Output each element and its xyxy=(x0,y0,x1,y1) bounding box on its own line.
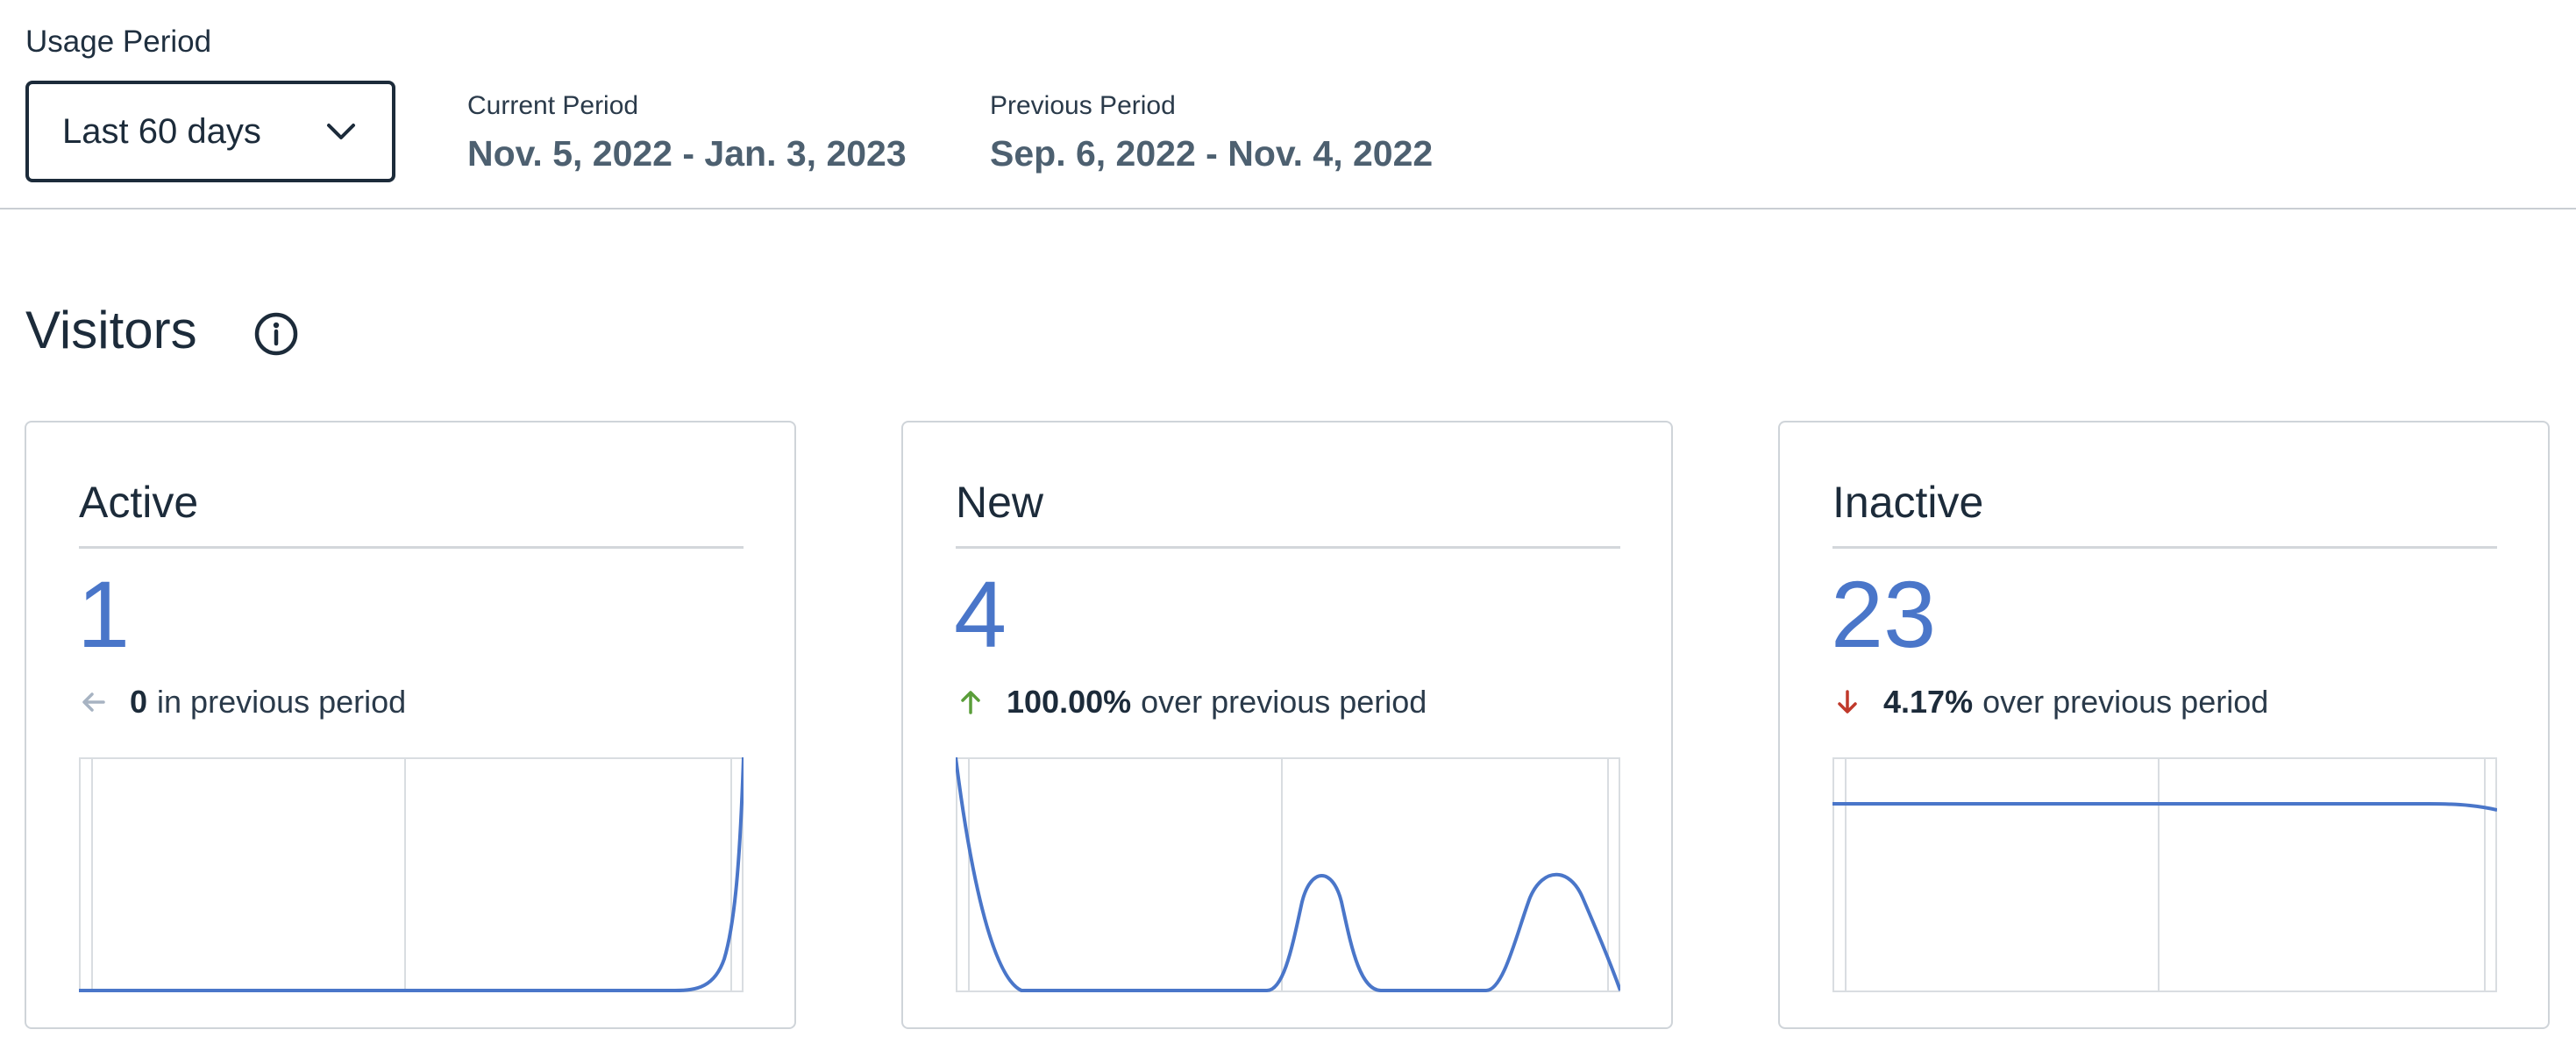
sparkline-line xyxy=(956,757,1620,992)
card-new: New 4 100.00% over previous period xyxy=(901,421,1673,1029)
usage-period-selected-value: Last 60 days xyxy=(62,111,261,151)
previous-period: Previous Period Sep. 6, 2022 - Nov. 4, 2… xyxy=(990,91,1433,174)
sparkline-chart xyxy=(79,757,744,992)
card-trend: 100.00% over previous period xyxy=(956,684,1427,721)
sparkline-line xyxy=(1832,802,2497,812)
arrow-down-icon xyxy=(1832,687,1862,717)
usage-period-label: Usage Period xyxy=(25,25,212,59)
card-value: 23 xyxy=(1831,561,1937,667)
card-active: Active 1 0 in previous period xyxy=(25,421,796,1029)
card-title: New xyxy=(956,478,1044,527)
card-trend: 0 in previous period xyxy=(79,684,406,721)
section-title: Visitors xyxy=(25,301,197,359)
sparkline-chart xyxy=(1832,757,2497,992)
card-trend-number: 100.00% xyxy=(1007,684,1132,720)
current-period-range: Nov. 5, 2022 - Jan. 3, 2023 xyxy=(467,133,907,174)
arrow-up-icon xyxy=(956,687,986,717)
sparkline-chart xyxy=(956,757,1620,992)
card-inactive: Inactive 23 4.17% over previous period xyxy=(1778,421,2550,1029)
card-trend-text: over previous period xyxy=(1141,684,1427,720)
card-title: Active xyxy=(79,478,199,527)
card-trend-number: 4.17% xyxy=(1883,684,1974,720)
card-value: 4 xyxy=(954,561,1007,667)
current-period: Current Period Nov. 5, 2022 - Jan. 3, 20… xyxy=(467,91,907,174)
card-trend: 4.17% over previous period xyxy=(1832,684,2268,721)
chevron-down-icon xyxy=(324,114,359,149)
card-trend-text: over previous period xyxy=(1982,684,2269,720)
sparkline-line xyxy=(79,757,744,992)
card-title: Inactive xyxy=(1832,478,1984,527)
card-divider xyxy=(956,546,1620,549)
previous-period-range: Sep. 6, 2022 - Nov. 4, 2022 xyxy=(990,133,1434,174)
card-divider xyxy=(79,546,744,549)
card-trend-text: in previous period xyxy=(157,684,407,720)
header-divider xyxy=(0,208,2576,209)
card-value: 1 xyxy=(77,561,131,667)
current-period-label: Current Period xyxy=(467,91,639,120)
info-icon[interactable] xyxy=(253,310,300,358)
card-trend-number: 0 xyxy=(130,684,148,720)
arrow-left-icon xyxy=(79,687,109,717)
usage-period-select[interactable]: Last 60 days xyxy=(25,81,395,182)
card-divider xyxy=(1832,546,2497,549)
previous-period-label: Previous Period xyxy=(990,91,1176,120)
